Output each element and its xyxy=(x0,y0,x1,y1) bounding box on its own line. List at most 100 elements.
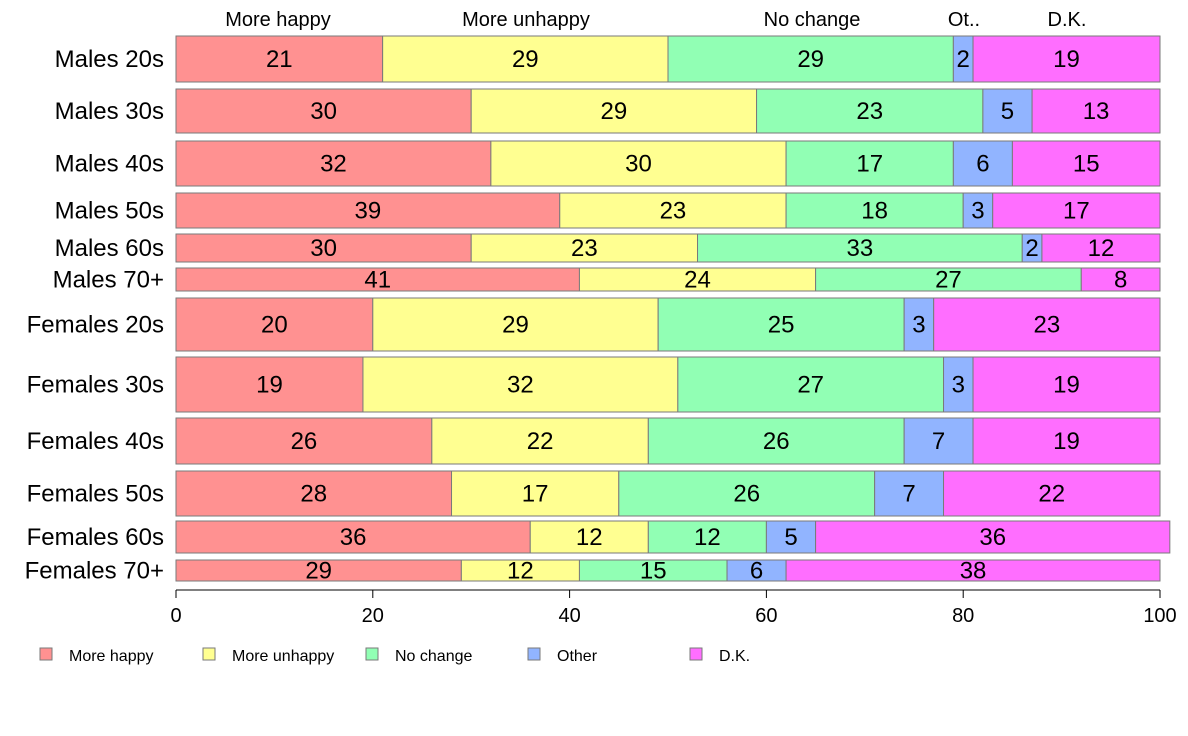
data-label: 3 xyxy=(912,312,925,339)
bar-segment xyxy=(992,192,1161,229)
category-label: Females 50s xyxy=(27,481,164,508)
data-label: 33 xyxy=(847,235,874,262)
data-label: 19 xyxy=(256,372,283,399)
data-label: 30 xyxy=(310,235,337,262)
bar-segment xyxy=(470,233,699,263)
legend: More happy More unhappy No change Other D.K. xyxy=(39,647,750,665)
bar-segment xyxy=(490,140,787,187)
data-label: 27 xyxy=(797,372,824,399)
top-column-labels: More happy More unhappy No change Ot.. D.K. xyxy=(225,9,1086,31)
data-label: 12 xyxy=(507,558,534,585)
data-label: 13 xyxy=(1083,98,1110,125)
data-label: 17 xyxy=(856,151,883,178)
data-label: 12 xyxy=(694,524,721,551)
x-axis: 0 20 40 60 80 100 xyxy=(170,589,1177,627)
data-label: 20 xyxy=(261,312,288,339)
data-label: 17 xyxy=(522,481,549,508)
category-label: Males 40s xyxy=(55,151,164,178)
bar-segment xyxy=(470,88,758,134)
bar-segment xyxy=(1031,88,1161,134)
legend-swatch xyxy=(689,647,703,661)
data-label: 19 xyxy=(1053,428,1080,455)
data-label: 30 xyxy=(625,151,652,178)
data-label: 19 xyxy=(1053,372,1080,399)
legend-swatch xyxy=(202,647,216,661)
data-label: 2 xyxy=(1025,235,1038,262)
data-label: 19 xyxy=(1053,46,1080,73)
top-label-1: More unhappy xyxy=(462,9,590,31)
bar-segment xyxy=(431,417,649,465)
bar-segment xyxy=(529,520,649,554)
data-label: 22 xyxy=(527,428,554,455)
data-label: 3 xyxy=(971,198,984,225)
legend-swatch xyxy=(39,647,53,661)
bar-segment xyxy=(451,470,620,517)
bar-segment xyxy=(785,559,1161,582)
data-label: 5 xyxy=(1001,98,1014,125)
bar-segment xyxy=(943,356,974,413)
data-label: 26 xyxy=(733,481,760,508)
bar-segment xyxy=(647,520,767,554)
legend-label: More happy xyxy=(69,648,154,665)
data-label: 21 xyxy=(266,46,293,73)
category-label: Females 60s xyxy=(27,524,164,551)
data-label: 6 xyxy=(750,558,763,585)
data-label: 38 xyxy=(960,558,987,585)
data-label: 29 xyxy=(512,46,539,73)
data-label: 17 xyxy=(1063,198,1090,225)
data-label: 25 xyxy=(768,312,795,339)
top-label-3: Ot.. xyxy=(948,9,980,31)
data-label: 7 xyxy=(932,428,945,455)
bar-segment xyxy=(559,192,787,229)
bar-segment xyxy=(972,417,1161,465)
bar-segment xyxy=(756,88,984,134)
legend-label: D.K. xyxy=(719,648,750,665)
data-label: 23 xyxy=(1033,312,1060,339)
data-label: 39 xyxy=(355,198,382,225)
top-label-0: More happy xyxy=(225,9,331,31)
bar-segment xyxy=(1080,267,1161,292)
bar-segment xyxy=(1011,140,1161,187)
bar-segment xyxy=(175,192,561,229)
data-label: 18 xyxy=(861,198,888,225)
bar-segment xyxy=(677,356,945,413)
data-label: 22 xyxy=(1038,481,1065,508)
data-label: 36 xyxy=(979,524,1006,551)
bar-segment xyxy=(903,297,935,352)
data-label: 24 xyxy=(684,267,711,294)
data-label: 23 xyxy=(856,98,883,125)
category-label: Males 70+ xyxy=(53,267,164,294)
data-label: 28 xyxy=(300,481,327,508)
bar-segment xyxy=(657,297,905,352)
bar-segment xyxy=(647,417,905,465)
data-label: 32 xyxy=(507,372,534,399)
bar-segment xyxy=(175,520,531,554)
data-label: 8 xyxy=(1114,267,1127,294)
category-label: Females 70+ xyxy=(25,558,164,585)
data-label: 29 xyxy=(502,312,529,339)
bar-segment xyxy=(943,470,1161,517)
data-label: 12 xyxy=(1088,235,1115,262)
data-label: 29 xyxy=(601,98,628,125)
bar-segment xyxy=(815,520,1171,554)
data-label: 29 xyxy=(797,46,824,73)
data-label: 12 xyxy=(576,524,603,551)
bar-segment xyxy=(175,140,492,187)
bar-segment xyxy=(765,520,817,554)
bar-segment xyxy=(952,140,1013,187)
x-tick-label: 40 xyxy=(558,605,580,627)
bar-segment xyxy=(982,88,1033,134)
bar-segment xyxy=(175,35,384,83)
bar-segment xyxy=(785,192,964,229)
category-label: Males 60s xyxy=(55,235,164,262)
bar-segment xyxy=(382,35,669,83)
data-label: 30 xyxy=(310,98,337,125)
x-tick-label: 80 xyxy=(952,605,974,627)
data-label: 26 xyxy=(291,428,318,455)
data-label: 27 xyxy=(935,267,962,294)
bar-segment xyxy=(175,470,453,517)
bar-segment xyxy=(618,470,876,517)
data-label: 15 xyxy=(1073,151,1100,178)
